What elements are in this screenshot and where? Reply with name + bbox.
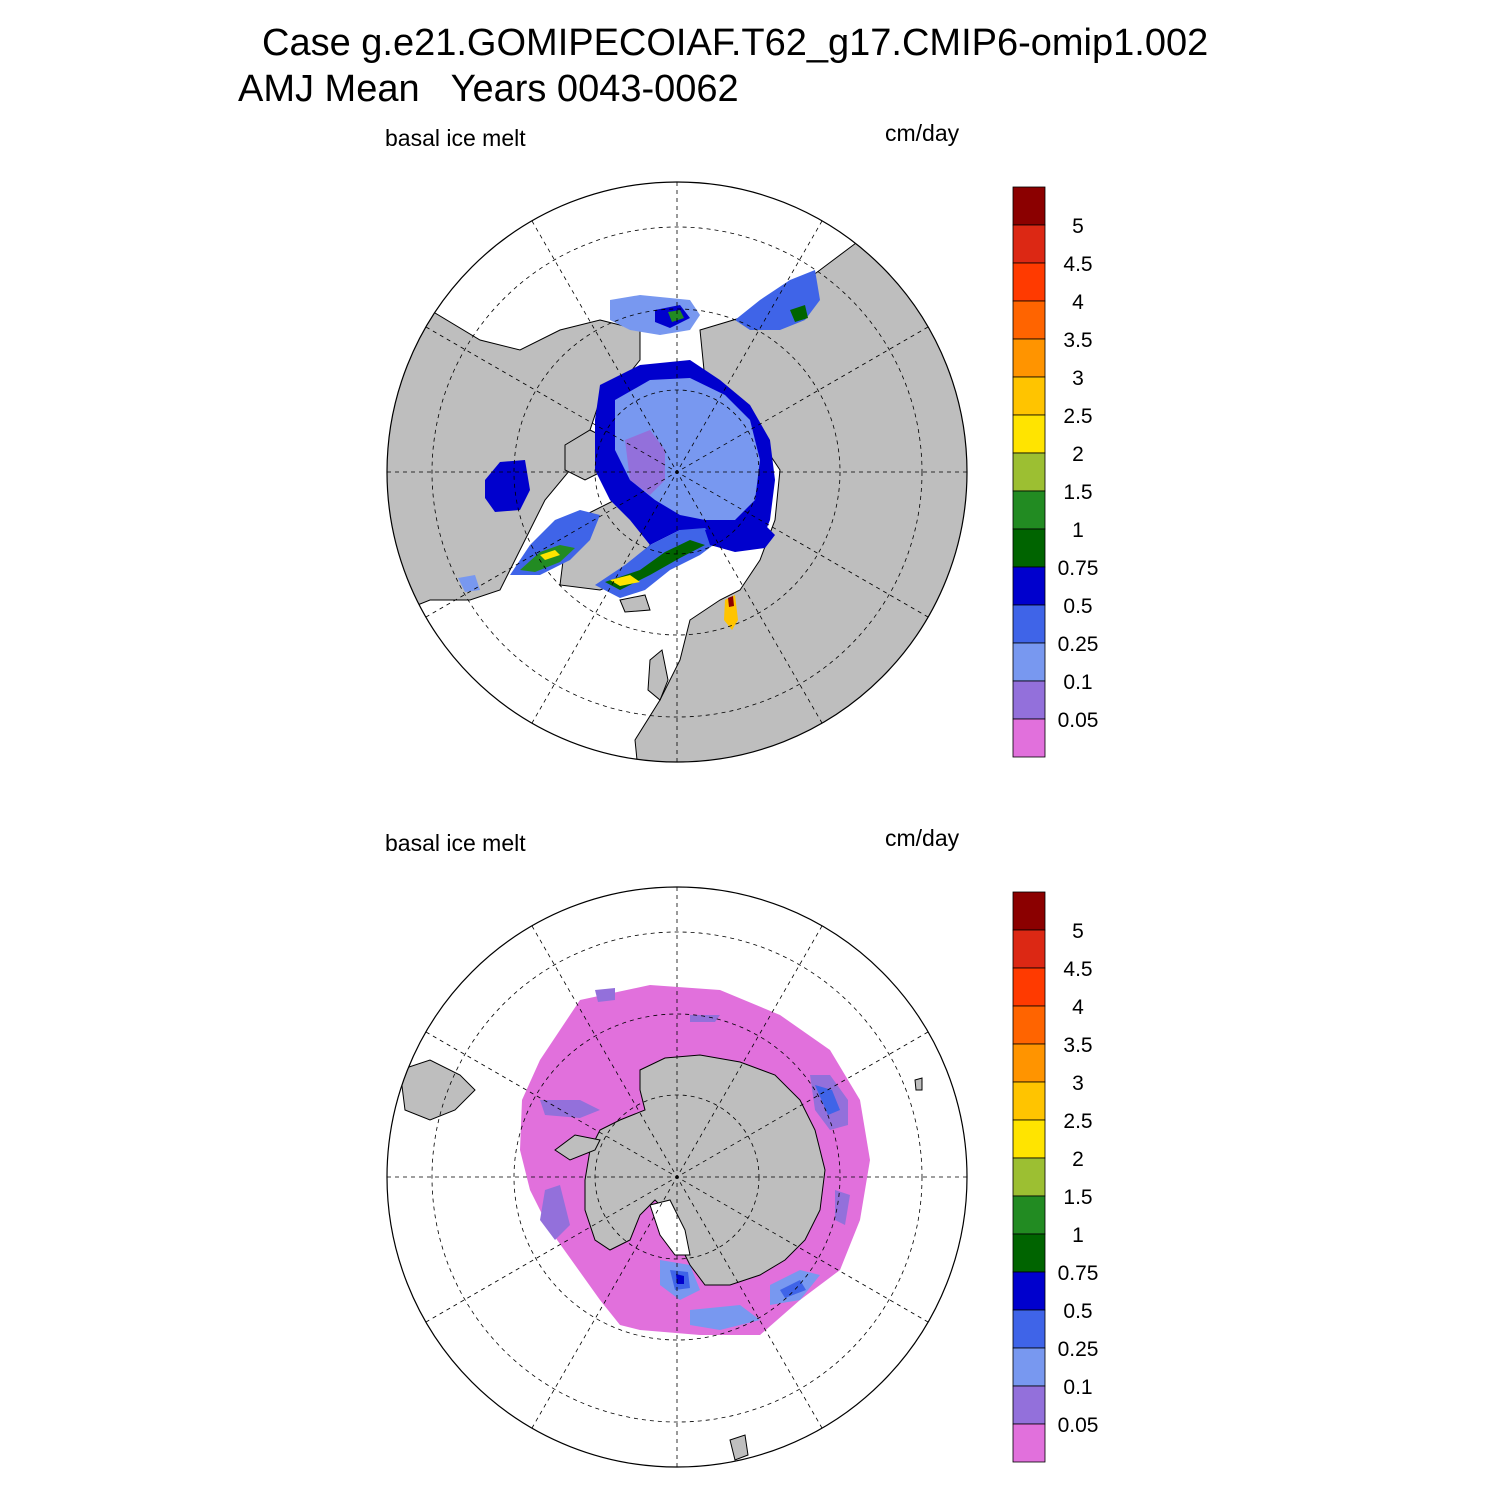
- south-colorbar-swatch: [1012, 1081, 1046, 1121]
- south-colorbar-label: 5: [1072, 920, 1084, 943]
- north-colorbar-label: 4.5: [1063, 253, 1092, 276]
- north-colorbar-swatch: [1012, 338, 1046, 378]
- south-colorbar-label: 0.1: [1063, 1376, 1092, 1399]
- north-colorbar-swatch: [1012, 642, 1046, 682]
- north-melt-field: [458, 270, 820, 630]
- south-units-label: cm/day: [885, 825, 960, 851]
- archipelago-low-melt: [625, 430, 665, 495]
- north-colorbar-label: 1.5: [1063, 481, 1092, 504]
- north-colorbar-swatch: [1012, 224, 1046, 264]
- south-colorbar-swatch: [1012, 929, 1046, 969]
- south-america: [399, 1059, 476, 1121]
- north-colorbar-swatch: [1012, 300, 1046, 340]
- baltic-sea: [724, 595, 738, 630]
- north-land: [387, 239, 967, 762]
- south-colorbar-swatch: [1012, 1005, 1046, 1045]
- north-colorbar-label: 0.25: [1058, 633, 1099, 656]
- north-colorbar-label: 1: [1072, 519, 1084, 542]
- north-colorbar-swatch: [1012, 680, 1046, 720]
- title-line-2: AMJ Mean Years 0043-0062: [238, 68, 739, 110]
- north-colorbar-label: 0.05: [1058, 709, 1099, 732]
- south-colorbar-label: 3: [1072, 1072, 1084, 1095]
- north-colorbar-swatch: [1012, 528, 1046, 568]
- south-colorbar-swatch: [1012, 1119, 1046, 1159]
- barents-sea: [705, 520, 775, 552]
- south-colorbar-swatch: [1012, 1043, 1046, 1083]
- south-variable-label: basal ice melt: [385, 830, 526, 856]
- south-colorbar-label: 3.5: [1063, 1034, 1092, 1057]
- south-colorbar-label: 4: [1072, 996, 1084, 1019]
- north-units-label: cm/day: [885, 120, 960, 146]
- south-colorbar-swatch: [1012, 1309, 1046, 1349]
- south-polar-map: [386, 886, 968, 1468]
- north-polar-map: [386, 181, 968, 763]
- south-colorbar-label: 1.5: [1063, 1186, 1092, 1209]
- south-colorbar-label: 2: [1072, 1148, 1084, 1171]
- north-colorbar-label: 2.5: [1063, 405, 1092, 428]
- north-graticule: [387, 182, 967, 762]
- south-colorbar-label: 0.05: [1058, 1414, 1099, 1437]
- south-colorbar-swatch: [1012, 967, 1046, 1007]
- hudson-bay: [485, 460, 530, 512]
- south-colorbar-label: 0.75: [1058, 1262, 1099, 1285]
- north-colorbar-swatch: [1012, 452, 1046, 492]
- south-colorbar-swatch: [1012, 1271, 1046, 1311]
- north-colorbar: 5 4.5 4 3.5 3 2.5 2 1.5 1 0.75 0.5 0.25 0.1 0.05: [1012, 186, 1099, 758]
- north-colorbar-swatch: [1012, 718, 1046, 758]
- north-colorbar-swatch: [1012, 414, 1046, 454]
- north-variable-label: basal ice melt: [385, 125, 526, 151]
- south-colorbar-label: 0.5: [1063, 1300, 1092, 1323]
- south-colorbar-swatch: [1012, 1195, 1046, 1235]
- north-colorbar-label: 5: [1072, 215, 1084, 238]
- south-colorbar-swatch: [1012, 1233, 1046, 1273]
- north-colorbar-swatch: [1012, 490, 1046, 530]
- north-colorbar-label: 0.1: [1063, 671, 1092, 694]
- north-colorbar-label: 2: [1072, 443, 1084, 466]
- north-colorbar-swatch: [1012, 604, 1046, 644]
- north-colorbar-label: 4: [1072, 291, 1084, 314]
- south-colorbar-label: 1: [1072, 1224, 1084, 1247]
- south-colorbar-swatch: [1012, 1347, 1046, 1387]
- north-colorbar-label: 3.5: [1063, 329, 1092, 352]
- south-colorbar-swatch: [1012, 1423, 1046, 1463]
- south-colorbar-swatch: [1012, 891, 1046, 931]
- north-colorbar-swatch: [1012, 262, 1046, 302]
- title-line-1: Case g.e21.GOMIPECOIAF.T62_g17.CMIP6-omi…: [262, 22, 1209, 64]
- south-land: [399, 1054, 923, 1461]
- north-colorbar-swatch: [1012, 566, 1046, 606]
- north-colorbar-label: 0.75: [1058, 557, 1099, 580]
- north-colorbar-swatch: [1012, 376, 1046, 416]
- south-colorbar-label: 0.25: [1058, 1338, 1099, 1361]
- north-colorbar-label: 0.5: [1063, 595, 1092, 618]
- south-colorbar-label: 2.5: [1063, 1110, 1092, 1133]
- north-colorbar-swatch: [1012, 186, 1046, 226]
- south-colorbar-swatch: [1012, 1157, 1046, 1197]
- south-graticule: [387, 887, 967, 1467]
- south-colorbar-label: 4.5: [1063, 958, 1092, 981]
- south-colorbar: 5 4.5 4 3.5 3 2.5 2 1.5 1 0.75 0.5 0.25 0.1 0.05: [1012, 891, 1099, 1463]
- south-colorbar-swatch: [1012, 1385, 1046, 1425]
- north-colorbar-label: 3: [1072, 367, 1084, 390]
